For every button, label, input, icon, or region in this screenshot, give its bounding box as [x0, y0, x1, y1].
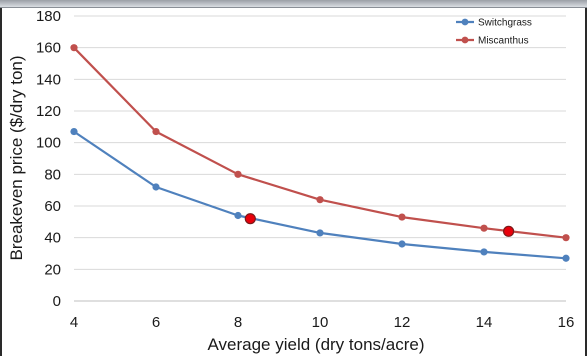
- y-tick-label: 140: [36, 71, 61, 88]
- y-axis-title: Breakeven price ($/dry ton): [7, 55, 26, 260]
- series-lines: [70, 44, 570, 262]
- x-tick-labels: 4 6 8 10 12 14 16: [70, 314, 575, 331]
- highlight-point: [503, 225, 515, 237]
- data-point-switchgrass: [152, 183, 160, 191]
- y-tick-label: 60: [44, 198, 61, 215]
- x-tick-label: 8: [234, 314, 242, 331]
- data-point-switchgrass: [562, 254, 570, 262]
- y-tick-label: 160: [36, 40, 61, 57]
- window-top-bar: [0, 0, 587, 8]
- y-tick-label: 40: [44, 230, 61, 247]
- data-point-switchgrass: [480, 248, 488, 256]
- legend-swatch-marker-switchgrass: [461, 18, 469, 26]
- x-tick-label: 16: [558, 314, 575, 331]
- gridlines: [74, 15, 566, 302]
- data-point-miscanthus: [152, 127, 160, 136]
- x-tick-label: 10: [312, 314, 329, 331]
- data-point-switchgrass: [234, 211, 242, 220]
- series-line-switchgrass: [73, 130, 567, 260]
- x-tick-label: 6: [152, 314, 160, 331]
- legend-swatch-marker-miscanthus: [461, 36, 469, 44]
- x-tick-label: 12: [394, 314, 411, 331]
- x-axis-title: Average yield (dry tons/acre): [207, 335, 424, 354]
- data-point-miscanthus: [480, 224, 488, 232]
- x-tick-label: 4: [70, 314, 78, 331]
- data-point-miscanthus: [234, 170, 242, 178]
- highlight-points: [244, 213, 515, 237]
- data-point-miscanthus: [316, 196, 324, 204]
- y-tick-labels: 0 20 40 60 80 100 120 140 160 180: [36, 8, 61, 310]
- data-point-miscanthus: [398, 213, 406, 221]
- y-tick-label: 20: [44, 261, 61, 278]
- data-point-switchgrass: [316, 229, 324, 237]
- data-point-switchgrass: [398, 240, 406, 248]
- legend-label-switchgrass: Switchgrass: [478, 18, 532, 29]
- y-tick-label: 0: [53, 293, 61, 310]
- y-tick-label: 180: [36, 8, 61, 25]
- data-point-switchgrass: [70, 127, 78, 136]
- highlight-point: [244, 213, 256, 225]
- data-point-miscanthus: [562, 234, 570, 242]
- legend-label-miscanthus: Miscanthus: [478, 36, 529, 47]
- x-tick-label: 14: [476, 314, 493, 331]
- y-tick-label: 120: [36, 103, 61, 120]
- y-tick-label: 80: [44, 166, 61, 183]
- legend: Switchgrass Miscanthus: [456, 18, 532, 47]
- data-point-miscanthus: [70, 44, 78, 52]
- y-tick-label: 100: [36, 135, 61, 152]
